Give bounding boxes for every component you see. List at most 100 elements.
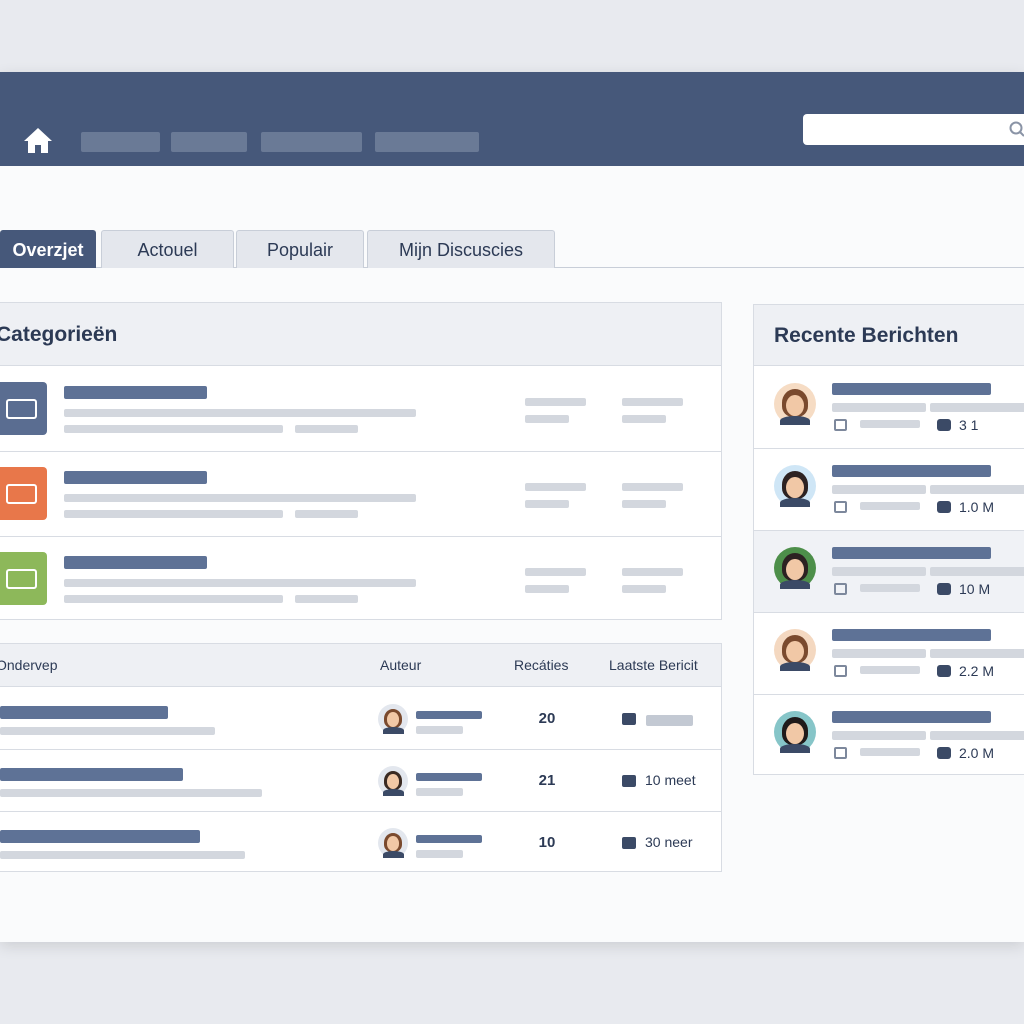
message-icon [937, 747, 951, 759]
placeholder-bar [64, 471, 207, 484]
row-divider [0, 749, 722, 750]
placeholder-bar [416, 726, 463, 734]
avatar-face [386, 712, 400, 728]
tab[interactable] [0, 230, 96, 268]
placeholder-bar [525, 568, 586, 576]
placeholder-bar [295, 510, 358, 518]
placeholder-bar [622, 585, 666, 593]
placeholder-bar [860, 584, 920, 592]
placeholder-bar [416, 773, 482, 781]
placeholder-bar [930, 567, 1024, 576]
reply-count: 10 [538, 834, 556, 851]
placeholder-bar [832, 711, 991, 723]
message-icon [622, 837, 636, 849]
reply-count: 20 [538, 710, 556, 727]
tab[interactable] [236, 230, 364, 268]
tab[interactable] [101, 230, 234, 268]
placeholder-bar [0, 768, 183, 781]
icon-glyph [6, 569, 37, 589]
placeholder-bar [416, 711, 482, 719]
row-divider [753, 612, 1024, 613]
placeholder-bar [261, 132, 362, 152]
placeholder-bar [622, 568, 683, 576]
tab-label[interactable]: Overzjet [12, 240, 84, 260]
post-meta: 2.2 M [959, 663, 995, 679]
avatar-face [386, 774, 400, 790]
post-meta: 1.0 M [959, 499, 995, 515]
avatar-body [780, 497, 810, 507]
column-header: Recáties [514, 657, 569, 673]
placeholder-bar [832, 731, 926, 740]
placeholder-bar [525, 585, 569, 593]
reply-count: 21 [538, 772, 556, 789]
placeholder-bar [0, 727, 215, 735]
placeholder-bar [416, 850, 463, 858]
placeholder-bar [64, 510, 283, 518]
placeholder-bar [171, 132, 247, 152]
avatar-face [386, 836, 400, 852]
placeholder-bar [295, 595, 358, 603]
small-icon [834, 665, 847, 677]
post-meta: 2.0 M [959, 745, 995, 761]
placeholder-bar [416, 835, 482, 843]
recent-header [753, 304, 1024, 366]
placeholder-bar [64, 579, 416, 587]
avatar-body [780, 743, 810, 753]
column-header: Laatste Bericit [609, 657, 698, 673]
search-icon[interactable] [1008, 120, 1024, 138]
message-icon [937, 665, 951, 677]
placeholder-bar [375, 132, 479, 152]
placeholder-bar [930, 485, 1024, 494]
last-post: 30 neer [645, 834, 693, 850]
tab-label[interactable]: Actouel [137, 240, 198, 260]
placeholder-bar [525, 483, 586, 491]
avatar-body [382, 851, 404, 858]
placeholder-bar [930, 403, 1024, 412]
row-divider [753, 448, 1024, 449]
message-icon [622, 713, 636, 725]
placeholder-bar [832, 567, 926, 576]
message-icon [937, 501, 951, 513]
home-icon[interactable] [23, 126, 53, 154]
placeholder-bar [416, 788, 463, 796]
tab-label[interactable]: Populair [266, 240, 334, 260]
placeholder-bar [832, 629, 991, 641]
avatar-body [780, 415, 810, 425]
message-icon [622, 775, 636, 787]
column-header: Auteur [380, 657, 422, 673]
small-icon [834, 501, 847, 513]
placeholder-bar [832, 403, 926, 412]
placeholder-bar [0, 830, 200, 843]
row-divider [0, 811, 722, 812]
placeholder-bar [646, 715, 693, 726]
search-box[interactable] [803, 114, 1024, 145]
topics-header [0, 643, 722, 687]
post-meta: 10 M [959, 581, 991, 597]
icon-glyph [6, 484, 37, 504]
avatar-body [780, 661, 810, 671]
avatar-body [382, 789, 404, 796]
placeholder-bar [64, 425, 283, 433]
placeholder-bar [860, 502, 920, 510]
column-header: Ondervep [0, 657, 58, 673]
row-divider [0, 451, 722, 452]
placeholder-bar [622, 500, 666, 508]
small-icon [834, 747, 847, 759]
avatar-face [786, 476, 804, 498]
categories-header [0, 302, 722, 366]
post-meta: 3 1 [959, 417, 979, 433]
placeholder-bar [0, 789, 262, 797]
placeholder-bar [0, 851, 245, 859]
placeholder-bar [622, 483, 683, 491]
placeholder-bar [832, 383, 991, 395]
placeholder-bar [64, 556, 207, 569]
categories-title: Categorieën [0, 323, 118, 346]
avatar-body [382, 727, 404, 734]
tab-label[interactable]: Mijn Discuscies [398, 240, 524, 260]
tab[interactable] [367, 230, 555, 268]
placeholder-bar [930, 649, 1024, 658]
placeholder-bar [64, 595, 283, 603]
avatar-face [786, 640, 804, 662]
placeholder-bar [64, 494, 416, 502]
